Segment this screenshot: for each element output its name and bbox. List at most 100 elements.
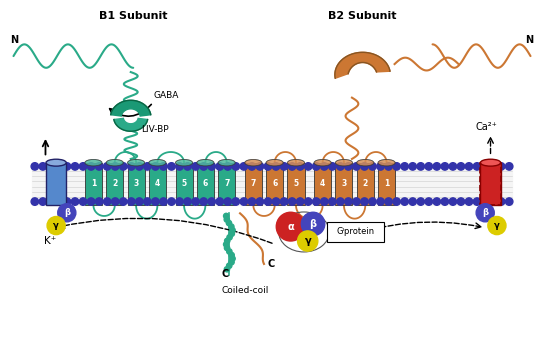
Circle shape [473,198,481,205]
Circle shape [385,163,392,170]
Circle shape [225,238,230,244]
Ellipse shape [314,159,331,166]
Bar [127,163,145,205]
Circle shape [264,198,271,205]
Text: B2 Subunit: B2 Subunit [329,11,397,21]
Circle shape [184,163,191,170]
Text: γ: γ [53,221,59,230]
Text: 4: 4 [320,180,325,188]
Circle shape [296,198,304,205]
Text: 6: 6 [203,180,208,188]
Circle shape [112,163,119,170]
Circle shape [369,198,376,205]
Circle shape [457,163,465,170]
Bar [46,163,66,205]
Circle shape [393,198,400,205]
Circle shape [280,163,288,170]
Circle shape [144,198,151,205]
Circle shape [31,198,39,205]
Circle shape [256,198,264,205]
Circle shape [103,198,111,205]
Circle shape [135,163,143,170]
Circle shape [481,163,489,170]
Circle shape [63,163,71,170]
Circle shape [39,198,47,205]
Circle shape [200,163,207,170]
Text: LIV-BP: LIV-BP [141,125,169,134]
Text: β: β [310,219,317,229]
Ellipse shape [480,159,500,166]
Circle shape [216,163,224,170]
Circle shape [353,163,360,170]
Circle shape [465,163,473,170]
Text: 7: 7 [224,180,230,188]
Circle shape [273,163,280,170]
Ellipse shape [218,159,235,166]
Text: 2: 2 [112,180,118,188]
Text: 2: 2 [363,180,368,188]
Circle shape [224,242,229,247]
Text: 7: 7 [251,180,256,188]
Circle shape [305,163,312,170]
Text: 1: 1 [384,180,389,188]
Ellipse shape [266,159,283,166]
Text: 5: 5 [293,180,299,188]
Circle shape [345,198,352,205]
Circle shape [361,198,368,205]
Circle shape [401,163,409,170]
Ellipse shape [197,159,214,166]
Circle shape [296,163,304,170]
Circle shape [160,163,167,170]
Text: Gᴵprotein: Gᴵprotein [337,227,375,237]
Text: Ca²⁺: Ca²⁺ [475,122,497,132]
Text: Coiled-coil: Coiled-coil [221,286,269,295]
Circle shape [168,198,175,205]
Circle shape [31,163,39,170]
Bar [149,163,166,205]
Bar [378,163,395,205]
Circle shape [377,163,384,170]
Circle shape [216,198,224,205]
Circle shape [176,163,183,170]
Ellipse shape [336,159,353,166]
Circle shape [200,198,207,205]
Text: γ: γ [304,236,311,246]
Circle shape [505,198,513,205]
Circle shape [88,163,95,170]
Ellipse shape [176,159,193,166]
Circle shape [39,163,47,170]
Ellipse shape [197,159,214,166]
Text: β: β [482,208,488,217]
Circle shape [227,235,232,240]
Circle shape [240,198,248,205]
Text: 1: 1 [91,180,96,188]
Circle shape [345,163,352,170]
Circle shape [449,198,456,205]
Circle shape [228,224,234,229]
Circle shape [473,163,481,170]
Circle shape [264,163,271,170]
Text: B1 Subunit: B1 Subunit [99,11,168,21]
Circle shape [120,163,127,170]
Circle shape [301,212,325,236]
Circle shape [112,198,119,205]
Circle shape [55,163,63,170]
Circle shape [312,163,320,170]
Circle shape [71,198,79,205]
Circle shape [401,198,409,205]
Bar [85,163,102,205]
Bar [106,163,123,205]
Circle shape [441,198,449,205]
Circle shape [441,163,449,170]
Circle shape [505,163,513,170]
Circle shape [248,198,256,205]
Circle shape [208,198,215,205]
Circle shape [135,198,143,205]
Circle shape [488,216,506,235]
Polygon shape [335,52,390,78]
Ellipse shape [106,159,123,166]
Circle shape [425,163,432,170]
Circle shape [192,198,199,205]
Text: N: N [10,35,18,45]
Circle shape [273,198,280,205]
